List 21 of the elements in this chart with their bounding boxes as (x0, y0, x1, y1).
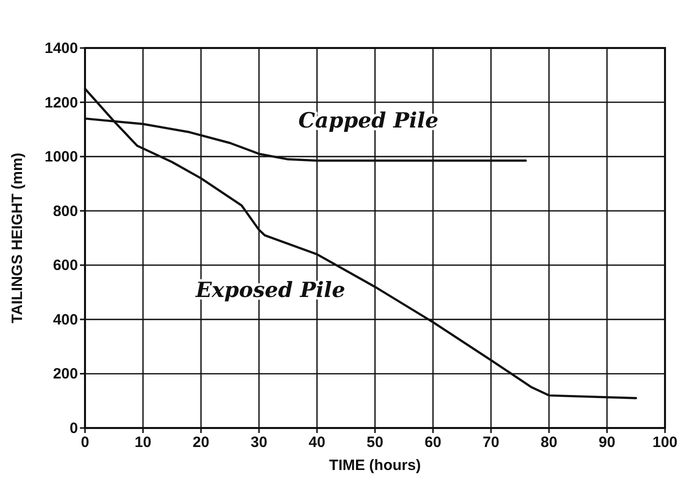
x-tick-label: 40 (308, 434, 326, 451)
y-tick-label: 1000 (44, 148, 78, 166)
y-axis-title: TAILINGS HEIGHT (mm) (9, 152, 26, 324)
x-axis-title: TIME (hours) (329, 457, 421, 474)
x-tick-label: 50 (366, 434, 384, 451)
x-tick-label: 70 (482, 434, 500, 451)
y-tick-label: 1200 (44, 94, 78, 112)
y-tick-label: 600 (52, 257, 78, 274)
y-tick-label: 1400 (44, 40, 78, 57)
y-tick-label: 200 (52, 366, 78, 383)
x-tick-label: 60 (424, 434, 442, 451)
x-tick-label: 20 (192, 434, 210, 451)
x-tick-label: 100 (652, 434, 678, 451)
x-tick-label: 80 (540, 434, 558, 451)
x-tick-label: 0 (80, 434, 90, 451)
y-tick-label: 800 (52, 202, 78, 220)
y-tick-label: 400 (52, 311, 78, 328)
y-tick-label: 0 (70, 420, 78, 437)
x-tick-label: 10 (134, 434, 152, 451)
x-tick-label: 30 (250, 434, 268, 451)
x-tick-label: 90 (598, 434, 616, 451)
